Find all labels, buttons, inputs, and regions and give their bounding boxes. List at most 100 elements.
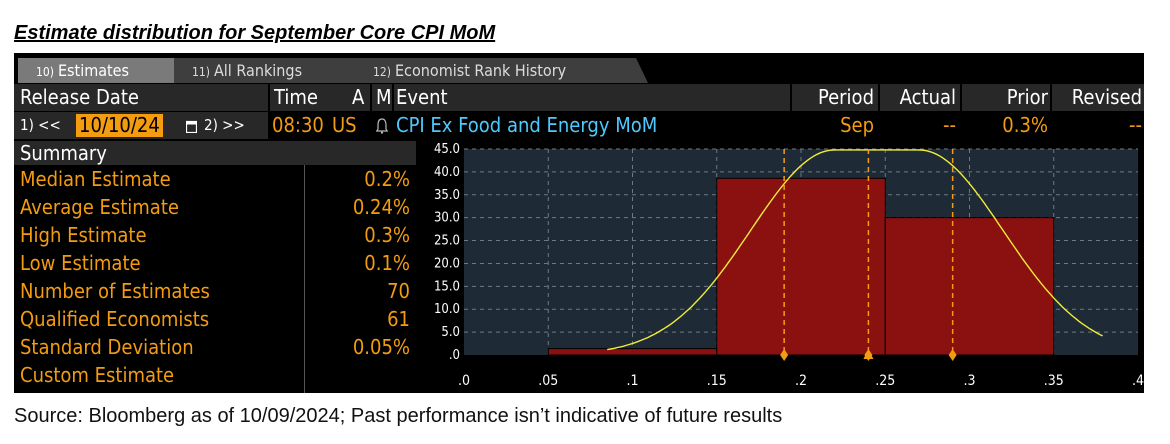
event-cell: CPI Ex Food and Energy MoM — [394, 112, 790, 139]
summary-row-average: Average Estimate 0.24% — [20, 194, 414, 222]
bell-icon[interactable] — [375, 112, 389, 139]
tab-bar: 10) Estimates 11) All Rankings 12) Economis… — [14, 53, 1144, 83]
prior-cell: 0.3% — [962, 112, 1050, 139]
a-header: A — [352, 85, 365, 109]
tab-all-rankings-number: 11) — [192, 65, 210, 79]
summary-header: Summary — [14, 141, 416, 165]
summary-label: High Estimate — [20, 223, 147, 247]
normal-distribution-curve — [607, 149, 1103, 351]
summary-label: Custom Estimate — [20, 363, 175, 387]
calendar-icon[interactable] — [185, 112, 198, 139]
tab-economist-rank-history-label: Economist Rank History — [394, 61, 567, 80]
estimate-marker-diamond — [948, 349, 957, 361]
revised-value: -- — [1129, 113, 1142, 137]
x-tick-label: .1 — [626, 373, 638, 389]
next-date-button[interactable]: 2) >> — [204, 116, 245, 134]
summary-label: Qualified Economists — [20, 307, 210, 331]
summary-label: Number of Estimates — [20, 279, 210, 303]
summary-row-qualified: Qualified Economists 61 — [20, 306, 414, 334]
col-header-actual: Actual — [880, 84, 960, 111]
col-header-period: Period — [792, 84, 878, 111]
summary-label: Average Estimate — [20, 195, 179, 219]
page-title: Estimate distribution for September Core… — [14, 22, 496, 44]
x-tick-label: .15 — [707, 373, 727, 389]
summary-row-low: Low Estimate 0.1% — [20, 250, 414, 278]
col-header-release-date: Release Date — [14, 84, 268, 111]
summary-value: 70 — [387, 279, 410, 303]
histogram-bar — [547, 348, 718, 356]
y-tick-label: 20.0 — [434, 256, 460, 271]
summary-row-high: High Estimate 0.3% — [20, 222, 414, 250]
tab-estimates-number: 10) — [36, 65, 54, 79]
estimate-marker-diamond — [780, 349, 789, 361]
summary-row-count: Number of Estimates 70 — [20, 278, 414, 306]
prev-date-button[interactable]: 1) << — [20, 116, 61, 134]
alert-cell — [372, 112, 392, 139]
actual-cell: -- — [880, 112, 960, 139]
histogram-bar — [716, 177, 886, 356]
mean-marker-triangle — [863, 349, 874, 359]
summary-value: 0.3% — [364, 223, 410, 247]
actual-value: -- — [943, 113, 956, 137]
summary-row-stdev: Standard Deviation 0.05% — [20, 334, 414, 362]
y-tick-label: 5.0 — [441, 325, 460, 340]
summary-panel: Summary Median Estimate 0.2% Average Esti… — [14, 141, 416, 393]
revised-cell: -- — [1052, 112, 1144, 139]
revised-header: Revised — [1071, 85, 1142, 109]
histogram-bar — [884, 217, 1055, 356]
release-date-header: Release Date — [20, 85, 139, 109]
release-time: 08:30 — [272, 113, 324, 137]
summary-row-custom[interactable]: Custom Estimate — [20, 362, 414, 390]
summary-value: 0.2% — [364, 167, 410, 191]
tab-estimates-label: Estimates — [57, 61, 130, 80]
date-navigator: 1) << 10/10/24 2) >> — [14, 112, 268, 139]
x-tick-label: .35 — [1044, 373, 1064, 389]
y-tick-label: 35.0 — [434, 188, 460, 203]
col-header-revised: Revised — [1052, 84, 1144, 111]
tab-all-rankings-label: All Rankings — [213, 61, 303, 80]
x-tick-label: .2 — [795, 373, 807, 389]
m-header: M — [376, 85, 392, 109]
period-header: Period — [817, 85, 874, 109]
summary-value: 0.1% — [364, 251, 410, 275]
time-cell: 08:30 US — [270, 112, 370, 139]
time-header: Time — [274, 85, 318, 109]
bloomberg-terminal-panel: 10) Estimates 11) All Rankings 12) Economis… — [14, 53, 1144, 393]
x-tick-label: .3 — [963, 373, 975, 389]
period-value: Sep — [840, 113, 874, 137]
col-header-prior: Prior — [962, 84, 1050, 111]
summary-label: Standard Deviation — [20, 335, 194, 359]
x-tick-label: .25 — [875, 373, 895, 389]
prior-header: Prior — [1006, 85, 1048, 109]
footer-source: Source: Bloomberg as of 10/09/2024; Past… — [14, 405, 783, 427]
period-cell: Sep — [792, 112, 878, 139]
y-tick-label: 40.0 — [434, 165, 460, 180]
col-header-time-group: Time A — [270, 84, 370, 111]
event-header: Event — [396, 85, 448, 109]
tab-economist-rank-history-number: 12) — [373, 65, 391, 79]
tab-economist-rank-history[interactable]: 12) Economist Rank History — [355, 58, 648, 83]
date-input[interactable]: 10/10/24 — [76, 114, 163, 137]
distribution-chart-svg: .05.010.015.020.025.030.035.040.045.0.0.… — [434, 142, 1144, 389]
y-tick-label: 25.0 — [434, 234, 460, 249]
x-tick-label: .0 — [458, 373, 470, 389]
y-tick-label: 15.0 — [434, 279, 460, 294]
actual-header: Actual — [899, 85, 956, 109]
event-name-link[interactable]: CPI Ex Food and Energy MoM — [396, 113, 658, 137]
y-tick-label: 30.0 — [434, 211, 460, 226]
summary-divider — [304, 165, 305, 393]
col-header-event: Event — [394, 84, 790, 111]
x-tick-label: .05 — [538, 373, 558, 389]
summary-label: Low Estimate — [20, 251, 141, 275]
country-code: US — [332, 113, 357, 137]
summary-value: 0.05% — [352, 335, 410, 359]
y-tick-label: 45.0 — [434, 142, 460, 157]
tab-all-rankings[interactable]: 11) All Rankings — [174, 58, 367, 83]
col-header-m: M — [372, 84, 392, 111]
summary-title: Summary — [20, 141, 107, 165]
summary-row-median: Median Estimate 0.2% — [20, 166, 414, 194]
summary-value: 61 — [387, 307, 410, 331]
y-tick-label: 10.0 — [434, 302, 460, 317]
summary-label: Median Estimate — [20, 167, 171, 191]
tab-estimates[interactable]: 10) Estimates — [18, 58, 186, 83]
